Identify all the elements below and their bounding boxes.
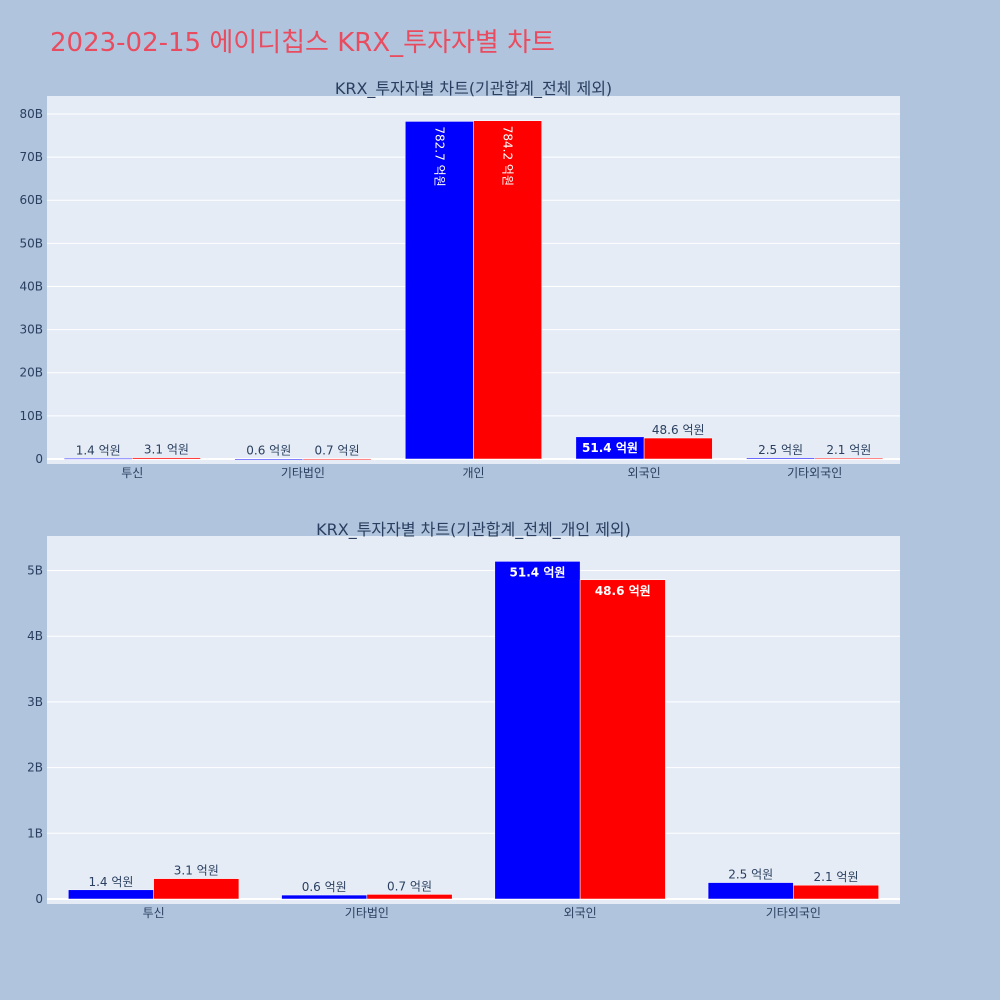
y-tick-label: 70B [19, 150, 43, 164]
data-label: 782.7 억원 [432, 126, 446, 186]
y-tick-label: 80B [19, 107, 43, 121]
x-tick-label: 기타외국인 [766, 906, 821, 920]
bar [473, 120, 542, 460]
data-label: 2.1 억원 [814, 870, 859, 884]
data-label: 1.4 억원 [88, 875, 133, 889]
x-tick-label: 기타외국인 [787, 466, 842, 480]
y-tick-label: 1B [27, 826, 43, 840]
data-label: 1.4 억원 [76, 443, 121, 457]
bar [814, 457, 884, 460]
y-tick-label: 3B [27, 695, 43, 709]
y-tick-label: 0 [35, 892, 43, 906]
chart-title: KRX_투자자별 차트(기관합계_전체_개인 제외) [316, 520, 631, 540]
data-label: 48.6 억원 [652, 423, 705, 437]
data-label: 2.5 억원 [758, 443, 803, 457]
y-tick-label: 20B [19, 366, 43, 380]
bar [707, 882, 794, 900]
data-label: 51.4 억원 [510, 565, 566, 579]
chart-top: 0 10B 20B 30B 40B 50B 60B 70B 80B KRX_투자자별 차트(기관합… [19, 79, 900, 480]
bar [153, 878, 240, 900]
chart-title: KRX_투자자별 차트(기관합계_전체 제외) [335, 79, 612, 99]
bar [302, 458, 372, 460]
data-label: 48.6 억원 [595, 584, 651, 598]
x-tick-label: 투신 [143, 906, 165, 920]
y-tick-label: 4B [27, 629, 43, 643]
x-tick-label: 기타법인 [345, 906, 389, 920]
y-tick-label: 50B [19, 236, 43, 250]
y-tick-label: 5B [27, 564, 43, 578]
data-label: 51.4 억원 [582, 441, 638, 455]
bar [643, 437, 713, 460]
y-tick-label: 30B [19, 323, 43, 337]
data-label: 0.7 억원 [387, 879, 432, 893]
bar [579, 579, 666, 900]
y-tick-label: 0 [35, 452, 43, 466]
data-label: 0.6 억원 [302, 880, 347, 894]
data-label: 2.1 억원 [826, 443, 871, 457]
data-label: 2.5 억원 [728, 868, 773, 882]
bar [494, 561, 581, 900]
x-tick-label: 개인 [462, 466, 484, 480]
data-label: 3.1 억원 [144, 443, 189, 457]
plot-area [47, 536, 900, 904]
data-label: 0.7 억원 [315, 444, 360, 458]
y-tick-label: 10B [19, 409, 43, 423]
page-title: 2023-02-15 에이디칩스 KRX_투자자별 차트 [50, 28, 555, 58]
data-label: 0.6 억원 [246, 444, 291, 458]
bar [68, 889, 154, 900]
data-label: 784.2 억원 [501, 126, 515, 186]
bar [132, 457, 201, 460]
y-tick-label: 40B [19, 279, 43, 293]
x-tick-label: 기타법인 [281, 466, 325, 480]
bar [366, 894, 453, 900]
y-tick-label: 2B [27, 761, 43, 775]
x-tick-label: 외국인 [564, 906, 597, 920]
data-label: 3.1 억원 [174, 864, 219, 878]
x-tick-label: 외국인 [628, 466, 661, 480]
bar [281, 894, 368, 900]
bar [793, 884, 879, 900]
y-tick-label: 60B [19, 193, 43, 207]
x-tick-label: 투신 [121, 466, 143, 480]
